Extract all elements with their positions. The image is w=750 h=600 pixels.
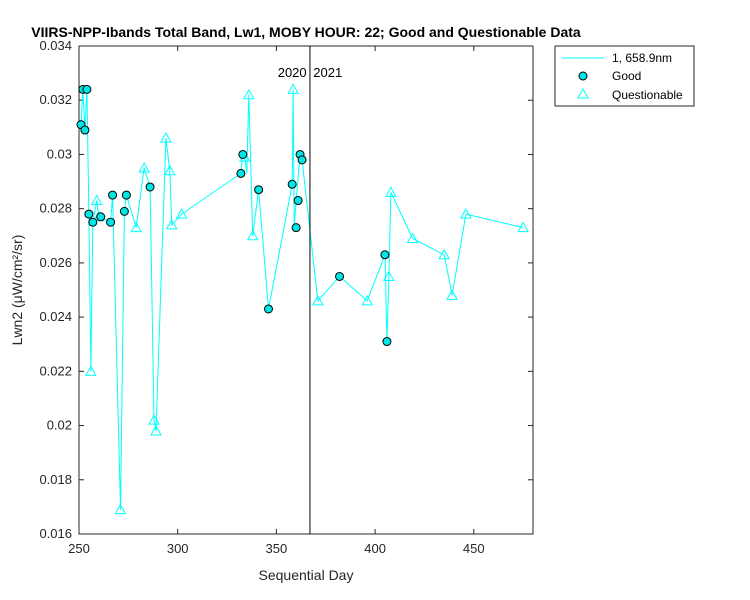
plot-area — [78, 45, 534, 535]
y-tick-label: 0.03 — [47, 146, 72, 161]
questionable-point — [311, 294, 324, 306]
good-point — [119, 206, 129, 216]
good-point — [88, 217, 98, 227]
x-tick-label: 450 — [463, 541, 485, 556]
questionable-point — [138, 161, 150, 173]
year-label-2021: 2021 — [313, 65, 342, 80]
legend-box — [554, 45, 695, 107]
good-point — [84, 209, 94, 219]
good-point — [82, 84, 92, 94]
good-point — [380, 250, 390, 260]
questionable-point — [114, 503, 127, 515]
questionable-point — [287, 83, 300, 94]
questionable-point — [130, 221, 143, 233]
questionable-point — [150, 424, 162, 436]
y-axis-label: Lwn2 (μW/cm²/sr) — [9, 235, 25, 346]
good-point — [335, 271, 345, 281]
questionable-point — [517, 221, 529, 233]
good-point — [293, 196, 303, 206]
questionable-point — [90, 194, 103, 206]
legend-entry-questionable: Questionable — [612, 88, 683, 102]
x-axis: 250 300 350 400 450 — [68, 46, 485, 556]
good-point — [287, 179, 297, 189]
questionable-point — [148, 414, 160, 425]
year-label-2020: 2020 — [278, 65, 307, 80]
y-tick-label: 0.024 — [39, 309, 72, 324]
questionable-point — [163, 164, 176, 176]
good-point — [80, 125, 90, 135]
questionable-point — [175, 208, 188, 219]
questionable-point — [385, 186, 397, 197]
good-point — [254, 185, 264, 195]
good-point — [238, 149, 248, 159]
good-point — [96, 212, 106, 222]
good-point — [297, 155, 307, 165]
good-point — [145, 182, 155, 192]
questionable-point — [438, 248, 451, 260]
good-point — [108, 190, 118, 200]
questionable-point — [246, 229, 259, 241]
y-tick-label: 0.022 — [39, 363, 72, 378]
x-tick-label: 400 — [364, 541, 386, 556]
legend-good-marker — [578, 71, 588, 81]
good-point — [121, 190, 131, 200]
legend-questionable-marker — [577, 87, 589, 99]
y-tick-label: 0.032 — [39, 92, 72, 107]
y-tick-label: 0.026 — [39, 255, 72, 270]
good-point — [291, 223, 301, 233]
questionable-point — [361, 294, 374, 306]
y-tick-label: 0.034 — [39, 38, 72, 53]
plot-content — [76, 46, 529, 534]
y-tick-label: 0.016 — [39, 526, 72, 541]
questionable-point — [242, 88, 255, 100]
questionable-point — [383, 270, 395, 281]
questionable-point — [165, 218, 178, 230]
questionable-point — [84, 365, 97, 376]
questionable-point — [406, 232, 419, 243]
y-tick-label: 0.018 — [39, 472, 72, 487]
x-tick-label: 300 — [167, 541, 189, 556]
questionable-point — [446, 289, 458, 300]
good-point — [263, 304, 273, 314]
good-point — [382, 337, 392, 347]
questionable-point — [460, 208, 472, 219]
y-tick-label: 0.02 — [47, 418, 72, 433]
y-axis: 0.016 0.018 0.02 0.022 0.024 0.026 0.028 0.03 0.… — [39, 38, 533, 541]
x-tick-label: 250 — [68, 541, 90, 556]
questionable-point — [160, 132, 172, 143]
y-tick-label: 0.028 — [39, 201, 72, 216]
legend-entry-line: 1, 658.9nm — [612, 51, 672, 65]
chart-title: VIIRS-NPP-Ibands Total Band, Lw1, MOBY H… — [31, 24, 581, 40]
x-axis-label: Sequential Day — [259, 567, 354, 583]
good-point — [106, 217, 116, 227]
good-point — [236, 168, 246, 178]
legend-entry-good: Good — [612, 69, 641, 83]
x-tick-label: 350 — [266, 541, 288, 556]
year-annotations: 2020 2021 — [278, 65, 342, 80]
legend: 1, 658.9nm Good Questionable — [554, 45, 695, 107]
